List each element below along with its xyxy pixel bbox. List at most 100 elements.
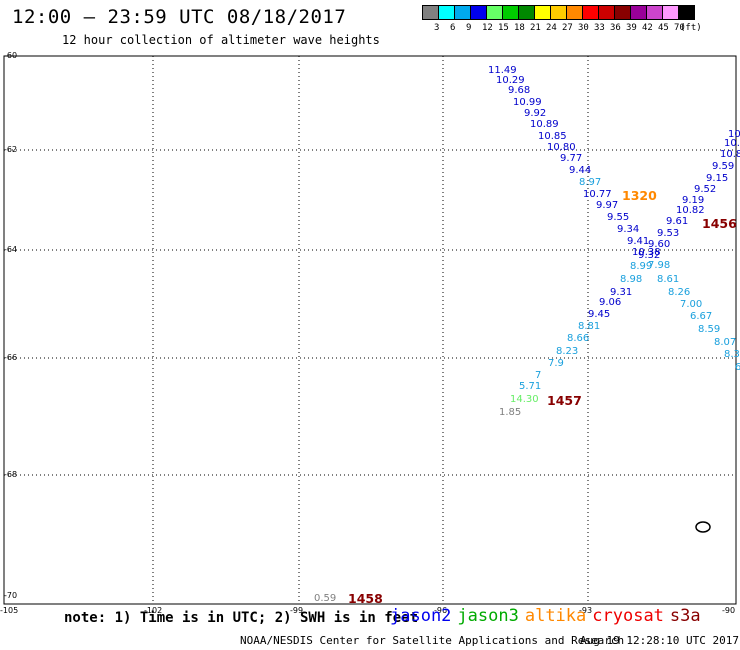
legend-label: 30 <box>578 23 589 33</box>
wave-height-label: 10.89 <box>530 119 559 130</box>
map-frame <box>4 56 736 604</box>
legend-label: 15 <box>498 23 509 33</box>
latitude-label: -60 <box>4 51 17 60</box>
legend-swatch <box>438 5 455 20</box>
wave-height-label: 9.97 <box>596 200 618 211</box>
pass-time-label: 1320 <box>622 188 657 203</box>
wave-height-label: 9.53 <box>657 228 679 239</box>
satellite-legend: jason2 jason3 altika cryosat s3a <box>390 606 707 626</box>
longitude-label: -105 <box>0 606 18 615</box>
pass-time-label: 1456 <box>702 216 737 231</box>
wave-height-label: 7.98 <box>648 260 670 271</box>
wave-height-label: 10.85 <box>538 131 567 142</box>
legend-label: 42 <box>642 23 653 33</box>
satellite-name: cryosat <box>592 606 664 626</box>
wave-height-label: 7.9 <box>548 358 564 369</box>
legend-label: 36 <box>610 23 621 33</box>
legend-label: 33 <box>594 23 605 33</box>
axis-labels: -60 -62 -64 -66 -68 -70 -105 -102 -99 -96 -93 -90 <box>0 51 735 615</box>
wave-height-label: 8.59 <box>698 324 720 335</box>
wave-height-label: 8.33 <box>724 349 740 360</box>
legend-swatch <box>646 5 663 20</box>
pass-time-label: 1457 <box>547 393 582 408</box>
wave-height-label: 8.98 <box>620 274 642 285</box>
legend-labels: 3 6 9 12 15 18 21 24 27 30 33 36 39 42 45 70 (ft) <box>422 20 694 32</box>
legend-label: 9 <box>466 23 471 33</box>
legend-swatch <box>518 5 535 20</box>
legend-label: 6 <box>450 23 455 33</box>
legend-label: 3 <box>434 23 439 33</box>
latitude-label: -62 <box>4 145 17 154</box>
wave-height-label: 9.55 <box>607 212 629 223</box>
pass-time-label: 1458 <box>348 591 383 606</box>
legend-swatch <box>534 5 551 20</box>
wave-height-label: 10.8 <box>724 138 740 149</box>
page-title: 12:00 — 23:59 UTC 08/18/2017 <box>12 6 346 28</box>
wave-height-label: 6.99 <box>735 362 740 373</box>
page-subtitle: 12 hour collection of altimeter wave hei… <box>62 33 380 47</box>
wave-height-label: 9.59 <box>712 161 734 172</box>
coastline-island <box>696 522 710 532</box>
wave-height-label: 10.77 <box>583 189 612 200</box>
footer-timestamp: Aug 19 12:28:10 UTC 2017 <box>580 634 739 647</box>
wave-height-label: 7.00 <box>680 299 702 310</box>
wave-height-label: 6.67 <box>690 311 712 322</box>
legend-label: 45 <box>658 23 669 33</box>
legend-swatch <box>502 5 519 20</box>
track-id-layer: 1320 1456 1457 1458 <box>348 188 737 606</box>
legend-label: 24 <box>546 23 557 33</box>
legend-label: 21 <box>530 23 541 33</box>
wave-height-label: 8.26 <box>668 287 690 298</box>
wave-height-label: 10.99 <box>513 97 542 108</box>
wave-height-label: 9.15 <box>706 173 728 184</box>
legend-unit: (ft) <box>680 23 702 33</box>
satellite-name: altika <box>525 606 586 626</box>
wave-height-label: 8.81 <box>578 321 600 332</box>
wave-height-label: 9.34 <box>617 224 639 235</box>
wave-height-label: 9.77 <box>560 153 582 164</box>
wave-height-label: 9.61 <box>666 216 688 227</box>
footer-source: NOAA/NESDIS Center for Satellite Applica… <box>240 634 624 647</box>
wave-height-label: 10.8 <box>720 149 740 160</box>
latitude-label: -64 <box>4 245 17 254</box>
graticule <box>4 56 736 604</box>
legend-swatch <box>598 5 615 20</box>
wave-height-label: 9.92 <box>524 108 546 119</box>
legend-label: 18 <box>514 23 525 33</box>
latitude-label: -68 <box>4 470 17 479</box>
wave-height-label: 14.30 <box>510 394 539 405</box>
satellite-name: jason3 <box>457 606 518 626</box>
legend-swatch <box>662 5 679 20</box>
legend-swatch <box>582 5 599 20</box>
legend-swatch <box>566 5 583 20</box>
latitude-label: -66 <box>4 353 17 362</box>
wave-height-label: 8.07 <box>714 337 736 348</box>
wave-height-label: 7 <box>535 370 541 381</box>
wave-height-label: 1.85 <box>499 407 521 418</box>
legend-swatch <box>470 5 487 20</box>
wave-height-label: 5.71 <box>519 381 541 392</box>
legend-swatches <box>422 5 694 20</box>
wave-height-label: 9.06 <box>599 297 621 308</box>
color-legend: 3 6 9 12 15 18 21 24 27 30 33 36 39 42 45 70 (ft) <box>422 5 694 32</box>
wave-height-label: 9.52 <box>694 184 716 195</box>
satellite-name: s3a <box>670 606 701 626</box>
wave-height-label: 9.45 <box>588 309 610 320</box>
wave-height-label: 8.97 <box>579 177 601 188</box>
legend-label: 12 <box>482 23 493 33</box>
legend-swatch <box>630 5 647 20</box>
legend-swatch <box>486 5 503 20</box>
latitude-label: -70 <box>4 591 17 600</box>
wave-height-map: -60-62-64-66-68-70-105 -102 -99 -96 -93 -90 1… <box>0 0 740 650</box>
wave-height-label: 9.68 <box>508 85 530 96</box>
wave-height-label: 8.66 <box>567 333 589 344</box>
legend-swatch <box>422 5 439 20</box>
satellite-name: jason2 <box>390 606 451 626</box>
wave-height-label: 10.80 <box>547 142 576 153</box>
wave-height-label: 9.60 <box>648 239 670 250</box>
legend-swatch <box>678 5 695 20</box>
note-text: note: 1) Time is in UTC; 2) SWH is in fe… <box>64 610 418 626</box>
wave-height-label: 8.61 <box>657 274 679 285</box>
legend-label: 39 <box>626 23 637 33</box>
longitude-label: -90 <box>722 606 735 615</box>
